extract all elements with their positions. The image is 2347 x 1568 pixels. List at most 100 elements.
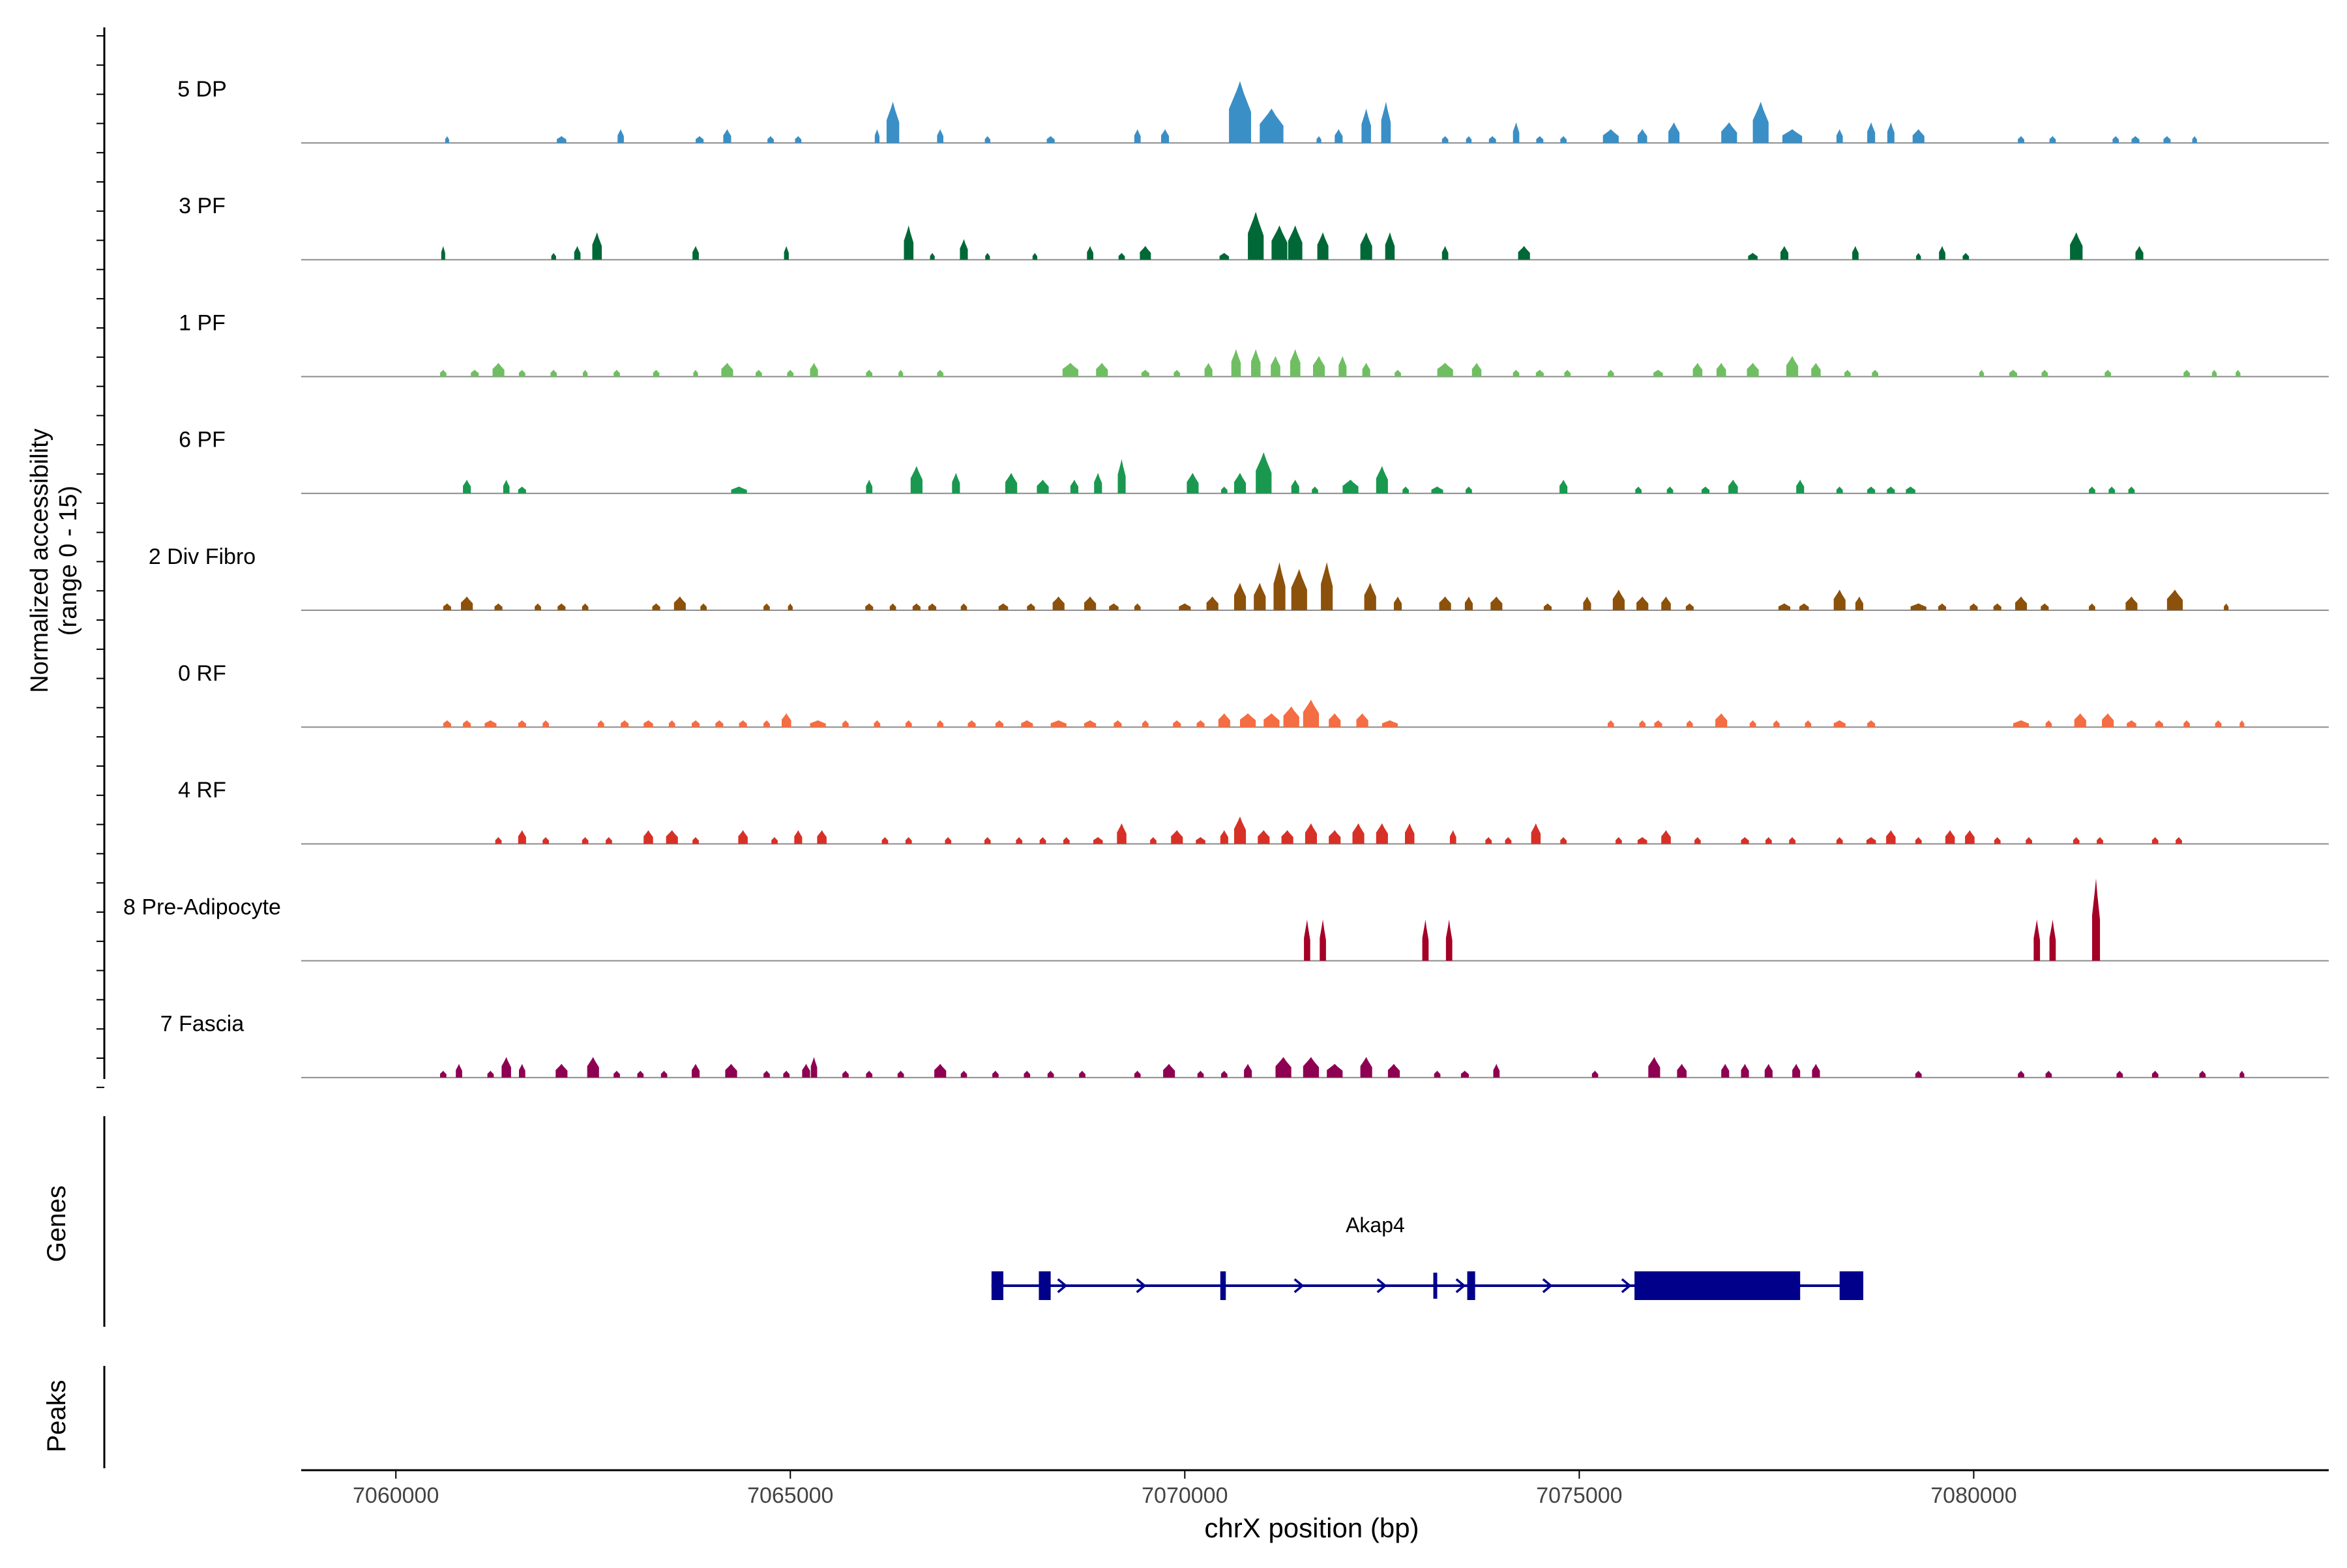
coverage-peak xyxy=(1692,362,1703,377)
track-5-dp: 5 DP xyxy=(177,77,2329,144)
coverage-peak xyxy=(1141,370,1149,377)
track-label: 2 Div Fibro xyxy=(149,544,256,569)
coverage-peak xyxy=(1037,479,1049,494)
coverage-peak xyxy=(1234,582,1247,610)
coverage-peak xyxy=(1513,122,1520,143)
track-6-pf: 6 PF xyxy=(179,428,2329,494)
coverage-peak xyxy=(1962,252,1970,260)
track-label: 8 Pre-Adipocyte xyxy=(123,895,281,919)
coverage-peak xyxy=(696,136,704,143)
coverage-peak xyxy=(1773,720,1780,728)
coverage-peak xyxy=(2135,246,2144,260)
coverage-peak xyxy=(1271,356,1280,377)
track-7-fascia: 7 Fascia xyxy=(160,1012,2329,1078)
coverage-peak xyxy=(1364,582,1376,610)
coverage-peak xyxy=(1637,129,1647,143)
coverage-peak xyxy=(1376,823,1388,844)
x-tick-label: 7065000 xyxy=(747,1483,833,1508)
coverage-peak xyxy=(1221,1071,1228,1078)
coverage-peak xyxy=(995,720,1003,728)
coverage-peak xyxy=(984,136,990,143)
coverage-peak xyxy=(1852,246,1859,260)
coverage-peak xyxy=(1256,452,1272,494)
track-label: 0 RF xyxy=(178,661,226,686)
coverage-peak xyxy=(731,486,747,494)
coverage-peak xyxy=(1608,370,1614,377)
coverage-peak xyxy=(928,603,937,610)
coverage-peak xyxy=(1360,1057,1372,1078)
coverage-peak xyxy=(1179,603,1191,610)
coverage-peak xyxy=(1677,1063,1687,1078)
coverage-peak xyxy=(1291,479,1299,494)
coverage-peak xyxy=(1320,919,1326,961)
coverage-peak xyxy=(2163,136,2171,143)
coverage-peak xyxy=(1402,486,1409,494)
coverage-peak xyxy=(1251,349,1261,377)
coverage-peak xyxy=(519,370,525,377)
coverage-peak xyxy=(1079,1071,1085,1078)
coverage-peak xyxy=(1635,486,1642,494)
coverage-peak xyxy=(763,720,770,728)
coverage-peak xyxy=(1639,720,1646,728)
coverage-peak xyxy=(660,1071,668,1078)
coverage-peak xyxy=(771,836,778,844)
coverage-peak xyxy=(503,479,510,494)
coverage-peak xyxy=(763,603,770,610)
coverage-peak xyxy=(1052,596,1065,610)
coverage-peak xyxy=(1039,836,1046,844)
coverage-peak xyxy=(1229,81,1251,143)
coverage-peak xyxy=(945,836,952,844)
coverage-peak xyxy=(1833,720,1846,728)
coverage-peak xyxy=(692,720,700,728)
coverage-peak xyxy=(1531,823,1541,844)
coverage-peak xyxy=(494,603,503,610)
coverage-peak xyxy=(1150,836,1157,844)
coverage-peak xyxy=(1439,596,1451,610)
coverage-peak xyxy=(725,1063,737,1078)
coverage-peak xyxy=(1979,370,1985,377)
coverage-peak xyxy=(739,720,747,728)
coverage-peak xyxy=(1431,486,1443,494)
coverage-peak xyxy=(535,603,541,610)
coverage-peak xyxy=(1778,603,1791,610)
coverage-peak xyxy=(1721,1063,1730,1078)
coverage-peak xyxy=(810,720,826,728)
coverage-peak xyxy=(1939,246,1945,260)
coverage-peak xyxy=(1317,232,1329,260)
coverage-peak xyxy=(692,246,699,260)
coverage-peak xyxy=(960,603,967,610)
coverage-peak xyxy=(952,473,960,494)
coverage-peak xyxy=(1685,603,1694,610)
x-tick-label: 7075000 xyxy=(1536,1483,1622,1508)
coverage-peak xyxy=(1327,1063,1343,1078)
coverage-peak xyxy=(1016,836,1022,844)
coverage-peak xyxy=(2199,1071,2206,1078)
coverage-peak xyxy=(985,252,990,260)
coverage-peak xyxy=(1471,362,1482,377)
coverage-peak xyxy=(998,603,1009,610)
coverage-peak xyxy=(1490,596,1503,610)
coverage-peak xyxy=(2192,136,2197,143)
coverage-peak xyxy=(782,713,791,728)
coverage-peak xyxy=(960,239,968,260)
coverage-peak xyxy=(1316,136,1321,143)
coverage-peak xyxy=(1047,1071,1054,1078)
coverage-peak xyxy=(2128,486,2135,494)
coverage-peak xyxy=(1352,823,1365,844)
track-label: 5 DP xyxy=(177,77,227,102)
coverage-peak xyxy=(1764,1063,1773,1078)
coverage-peak xyxy=(794,830,803,844)
coverage-peak xyxy=(1668,122,1680,143)
coverage-peak xyxy=(550,370,557,377)
coverage-peak xyxy=(1518,246,1530,260)
x-tick-label: 7070000 xyxy=(1142,1483,1228,1508)
coverage-peak xyxy=(1258,830,1270,844)
coverage-peak xyxy=(617,129,624,143)
coverage-peak xyxy=(1637,836,1647,844)
coverage-peak xyxy=(1290,349,1301,377)
coverage-peak xyxy=(1109,603,1119,610)
coverage-peak xyxy=(1799,603,1809,610)
coverage-tracks: 5 DP 3 PF 1 PF 6 PF 2 Div Fibro 0 RF 4 RF 8 Pre… xyxy=(123,77,2329,1078)
coverage-peak xyxy=(1782,129,1803,143)
